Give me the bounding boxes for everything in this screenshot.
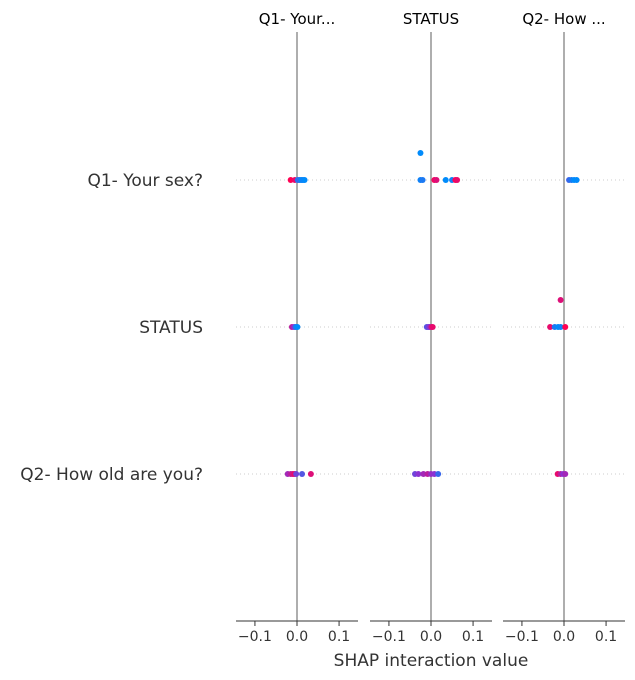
data-point [415,471,422,477]
data-point [293,471,300,477]
data-point [294,324,301,330]
data-point [557,324,564,330]
x-tick-label: 0.0 [286,629,308,645]
row-label: Q2- How old are you? [20,465,203,485]
x-tick-label: 0.0 [553,629,575,645]
x-tick-label: 0.1 [462,629,484,645]
data-point [562,324,569,330]
data-point [429,324,436,330]
row-label: STATUS [139,318,203,338]
data-point [454,177,461,183]
data-point [557,297,564,303]
x-axis-title: SHAP interaction value [334,651,529,671]
data-point [420,471,427,477]
data-point [417,150,424,156]
data-point [307,471,314,477]
x-tick-label: 0.0 [420,629,442,645]
panel: STATUS −0.1 0.0 0.1 [370,10,492,645]
data-point [573,177,580,183]
x-tick-label: −0.1 [505,629,539,645]
x-tick-label: 0.1 [595,629,617,645]
data-point [442,177,449,183]
row-label: Q1- Your sex? [87,171,203,191]
data-point [301,177,308,183]
x-tick-label: 0.1 [328,629,350,645]
data-point [433,177,440,183]
panel-title: Q2- How ... [522,10,605,28]
data-point [547,324,554,330]
data-point [562,471,569,477]
x-tick-label: −0.1 [238,629,272,645]
data-point [299,471,306,477]
data-point [435,471,442,477]
x-tick-label: −0.1 [372,629,406,645]
data-point [287,177,294,183]
data-point [419,177,426,183]
panel-title: STATUS [403,10,459,28]
panel-title: Q1- Your... [259,10,335,28]
